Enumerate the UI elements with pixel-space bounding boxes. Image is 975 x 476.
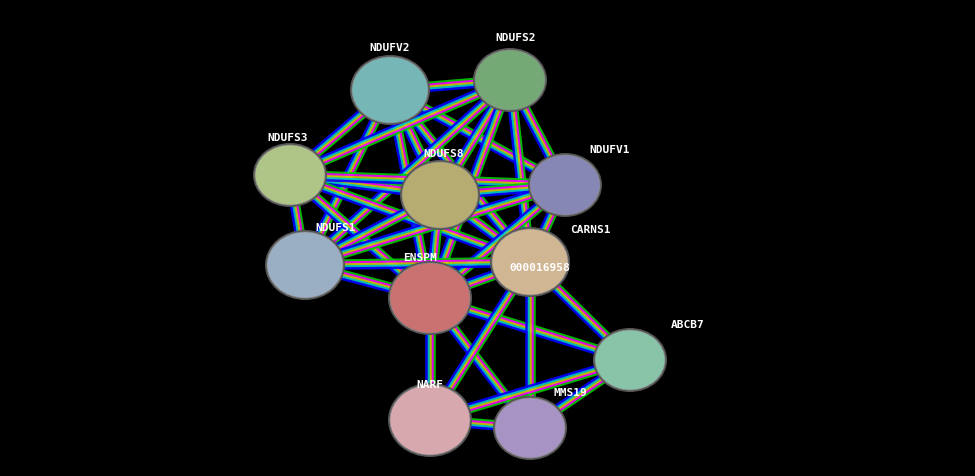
Ellipse shape [265,230,345,300]
Ellipse shape [475,50,545,110]
Text: NDUFV1: NDUFV1 [590,145,630,155]
Ellipse shape [390,385,470,455]
Ellipse shape [495,398,565,458]
Ellipse shape [400,160,480,230]
Text: NDUFS3: NDUFS3 [268,133,308,143]
Ellipse shape [350,55,430,125]
Ellipse shape [402,162,478,228]
Ellipse shape [595,330,665,390]
Ellipse shape [528,153,602,217]
Text: 000016958: 000016958 [510,263,570,273]
Text: MMS19: MMS19 [553,388,587,398]
Text: ABCB7: ABCB7 [671,320,705,330]
Text: NDUFS8: NDUFS8 [424,149,464,159]
Text: NARF: NARF [416,380,444,390]
Ellipse shape [388,261,472,335]
Ellipse shape [352,57,428,123]
Ellipse shape [593,328,667,392]
Ellipse shape [490,227,570,297]
Text: CARNS1: CARNS1 [569,225,610,235]
Ellipse shape [492,229,568,295]
Text: NDUFV2: NDUFV2 [370,43,410,53]
Text: NDUFS1: NDUFS1 [316,223,356,233]
Text: ENSPM: ENSPM [403,253,437,263]
Ellipse shape [253,143,327,207]
Ellipse shape [493,396,567,460]
Ellipse shape [255,145,325,205]
Ellipse shape [473,48,547,112]
Ellipse shape [388,383,472,457]
Text: NDUFS2: NDUFS2 [495,33,536,43]
Ellipse shape [390,263,470,333]
Ellipse shape [267,232,343,298]
Ellipse shape [530,155,600,215]
